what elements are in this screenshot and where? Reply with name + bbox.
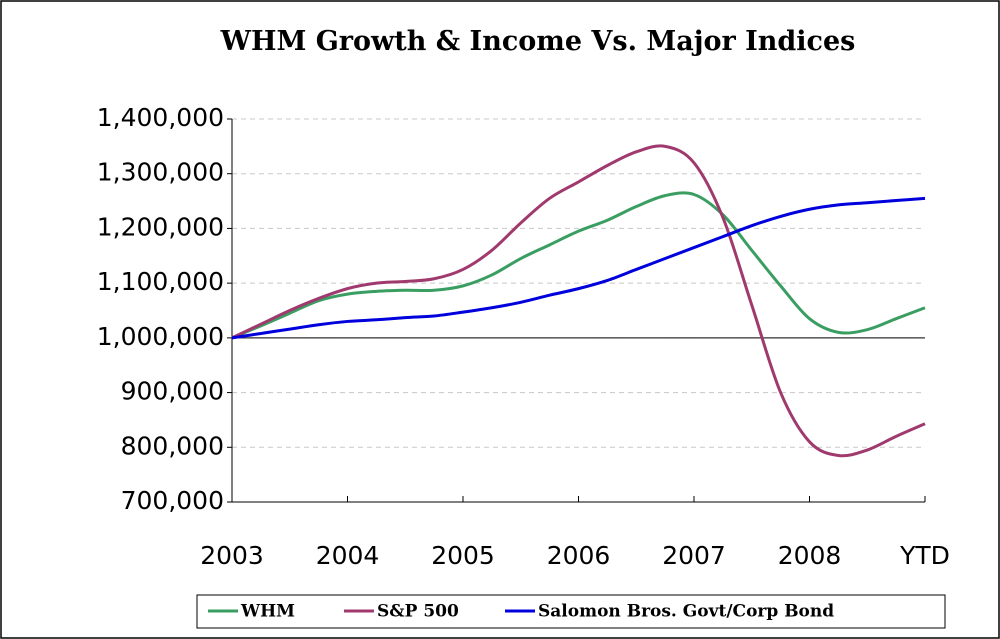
legend-label: S&P 500 [377,602,459,622]
y-tick-label: 1,000,000 [97,322,224,351]
y-tick-label: 1,300,000 [97,158,224,187]
x-tick-label: 2004 [316,541,380,570]
x-tick-label: 2006 [547,541,611,570]
x-tick-label: 2003 [200,541,264,570]
x-tick-label: YTD [899,541,950,570]
series-line [231,144,926,458]
y-tick-label: 900,000 [121,377,224,406]
y-tick-label: 1,100,000 [97,267,224,296]
legend-label: Salomon Bros. Govt/Corp Bond [538,602,834,622]
y-tick-label: 1,200,000 [97,212,224,241]
x-tick-label: 2008 [778,541,842,570]
y-tick-label: 700,000 [121,486,224,515]
chart-title: WHM Growth & Income Vs. Major Indices [220,26,856,57]
series-line [231,191,926,340]
x-tick-label: 2005 [431,541,495,570]
x-tick-label: 2007 [662,541,726,570]
series-line [231,196,926,340]
legend-label: WHM [240,602,295,622]
legend-box [196,594,946,629]
y-tick-label: 1,400,000 [97,103,224,132]
y-tick-label: 800,000 [121,431,224,460]
